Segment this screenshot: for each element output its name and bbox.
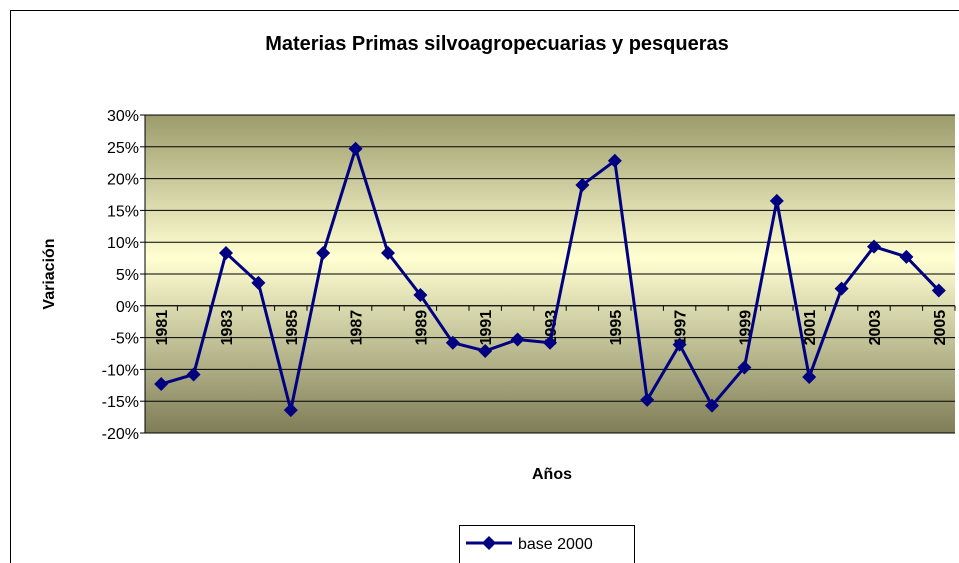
chart-title: Materias Primas silvoagropecuarias y pes… [265, 33, 729, 55]
x-tick-label: 2005 [932, 310, 949, 346]
legend-marker [482, 536, 496, 550]
y-tick-label: 5% [116, 267, 139, 284]
data-point [478, 343, 493, 358]
data-point [283, 403, 298, 418]
data-point [802, 370, 817, 385]
data-point [899, 249, 914, 264]
data-point [251, 275, 266, 290]
data-point [154, 377, 169, 392]
x-tick-label: 1989 [413, 310, 430, 346]
x-tick-label: 1985 [284, 310, 301, 346]
x-tick-label: 2003 [867, 310, 884, 346]
data-point [575, 177, 590, 192]
x-tick-label: 2001 [802, 310, 819, 346]
y-tick-label: 25% [107, 140, 139, 157]
y-tick-label: 0% [116, 299, 139, 316]
y-tick-label: 15% [107, 203, 139, 220]
data-point [705, 398, 719, 413]
data-point [769, 193, 784, 208]
data-point [348, 141, 363, 156]
x-tick-label: 1983 [219, 310, 236, 346]
x-tick-label: 1981 [154, 310, 171, 346]
data-point [219, 246, 233, 261]
data-point [867, 239, 881, 254]
y-tick-label: -20% [102, 426, 139, 443]
data-point [737, 360, 752, 375]
data-point [186, 367, 201, 382]
y-axis-title: Variación [41, 238, 58, 309]
y-tick-label: 30% [107, 108, 139, 125]
data-point [543, 335, 557, 350]
data-point [381, 246, 395, 261]
data-point [316, 246, 331, 261]
x-tick-label: 1987 [349, 310, 366, 346]
y-tick-label: -15% [102, 394, 139, 411]
data-point [413, 287, 428, 302]
y-tick-label: -10% [102, 362, 139, 379]
x-tick-label: 1991 [478, 310, 495, 346]
data-point [931, 283, 946, 298]
data-point [445, 335, 460, 350]
legend-label: base 2000 [518, 536, 593, 553]
data-point [672, 337, 687, 352]
data-point [834, 281, 849, 296]
data-point [640, 392, 655, 407]
x-axis-title: Años [532, 466, 572, 483]
x-tick-label: 1995 [608, 310, 625, 346]
data-point [510, 332, 525, 347]
data-point [607, 153, 622, 168]
y-tick-label: -5% [111, 331, 139, 348]
x-tick-label: 1997 [673, 310, 690, 346]
y-tick-label: 20% [107, 172, 139, 189]
y-tick-label: 10% [107, 235, 139, 252]
